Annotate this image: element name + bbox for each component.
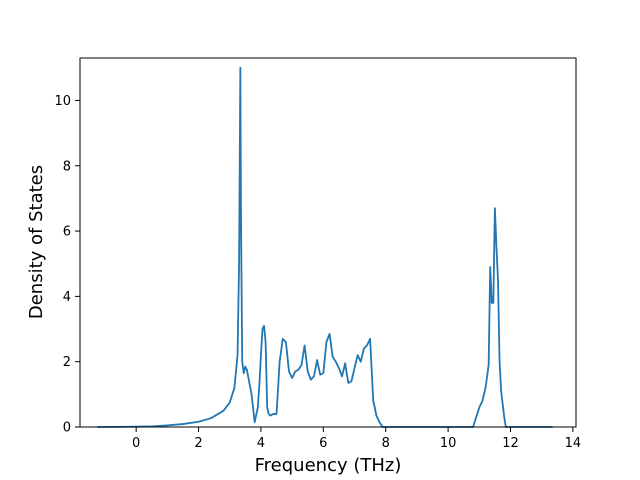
- x-tick-label: 0: [132, 436, 140, 451]
- y-tick-label: 6: [63, 225, 71, 240]
- x-tick-label: 8: [382, 436, 390, 451]
- x-tick-label: 4: [257, 436, 265, 451]
- x-tick-label: 2: [194, 436, 202, 451]
- x-axis-label: Frequency (THz): [255, 455, 402, 476]
- y-axis-label: Density of States: [26, 165, 47, 319]
- plot-frame: [79, 57, 577, 428]
- dos-series-line: [97, 66, 553, 428]
- x-tick-label: 14: [565, 436, 582, 451]
- x-axis-ticks: 0 2 4 6 8 10 12 14: [132, 427, 581, 451]
- x-tick-label: 6: [319, 436, 327, 451]
- x-tick-label: 12: [502, 436, 519, 451]
- y-tick-label: 2: [63, 355, 71, 370]
- plot-marks: [97, 66, 553, 428]
- y-axis-ticks: 0 2 4 6 8 10: [54, 94, 80, 436]
- y-tick-label: 0: [63, 421, 71, 436]
- y-tick-label: 10: [54, 94, 71, 109]
- y-tick-label: 4: [63, 290, 71, 305]
- x-tick-label: 10: [440, 436, 457, 451]
- y-tick-label: 8: [63, 159, 71, 174]
